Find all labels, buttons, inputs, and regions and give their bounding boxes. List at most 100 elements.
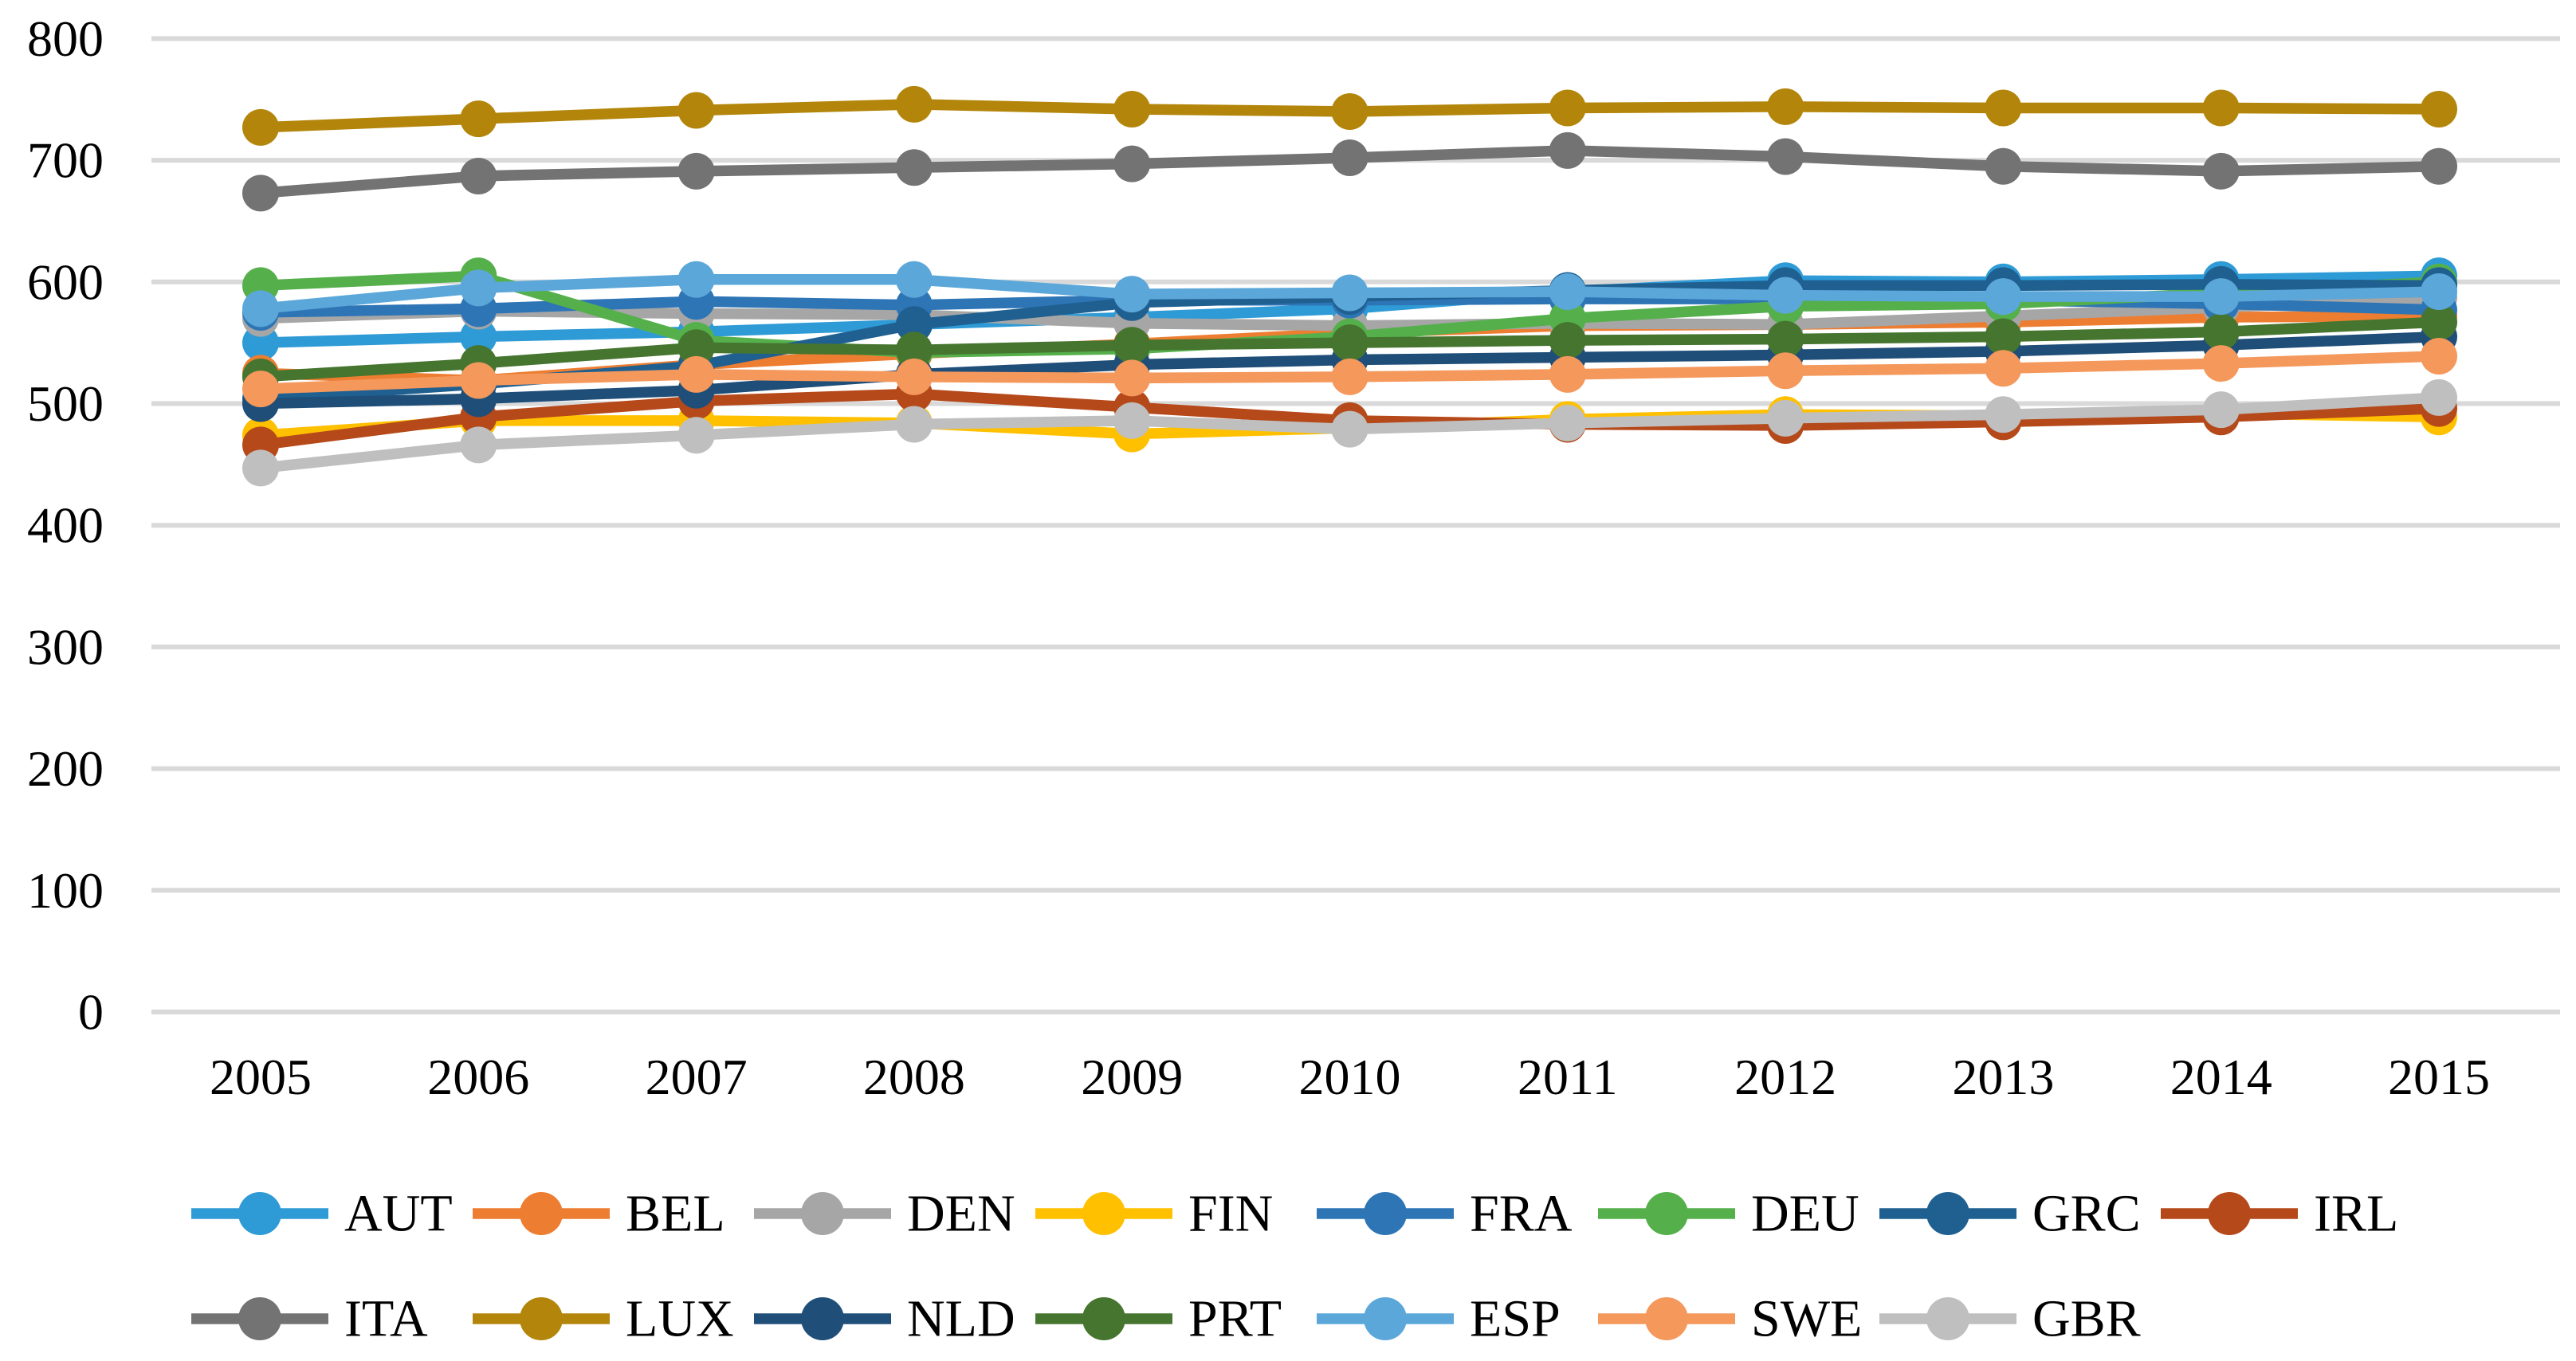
series-marker-GBR-2011 [1549, 404, 1586, 441]
series-marker-ESP-2005 [242, 290, 279, 328]
y-tick-label-0: 0 [78, 984, 104, 1041]
series-marker-ESP-2006 [460, 269, 497, 307]
legend-swatch-marker-DEU [1645, 1192, 1688, 1235]
legend-swatch-marker-LUX [520, 1297, 563, 1340]
series-marker-GBR-2005 [242, 449, 279, 487]
series-marker-ITA-2012 [1767, 138, 1804, 175]
series-marker-ESP-2011 [1549, 273, 1586, 311]
series-marker-ESP-2013 [1985, 278, 2022, 316]
series-marker-ESP-2012 [1767, 277, 1804, 314]
series-marker-SWE-2008 [895, 358, 933, 395]
y-tick-label-400: 400 [27, 497, 104, 554]
series-marker-GBR-2013 [1985, 396, 2022, 433]
series-marker-PRT-2009 [1113, 327, 1151, 364]
legend-swatch-marker-ESP [1364, 1297, 1407, 1340]
legend-label-GBR: GBR [2032, 1290, 2141, 1348]
series-marker-PRT-2015 [2421, 304, 2457, 341]
series-marker-LUX-2015 [2421, 90, 2457, 127]
legend-swatch-marker-GBR [1926, 1297, 1969, 1340]
series-marker-SWE-2007 [677, 355, 715, 393]
legend-swatch-marker-ITA [238, 1297, 281, 1340]
legend-label-ITA: ITA [344, 1290, 428, 1348]
legend-swatch-marker-FIN [1082, 1192, 1125, 1235]
series-marker-LUX-2005 [242, 108, 279, 146]
legend-label-DEU: DEU [1751, 1185, 1859, 1243]
series-marker-ITA-2013 [1985, 147, 2022, 185]
series-marker-LUX-2014 [2202, 89, 2240, 127]
series-marker-GBR-2015 [2421, 378, 2457, 416]
legend-label-SWE: SWE [1751, 1290, 1862, 1348]
legend-label-BEL: BEL [626, 1185, 725, 1243]
series-marker-ITA-2005 [242, 175, 279, 212]
legend-label-ESP: ESP [1470, 1290, 1561, 1348]
series-marker-SWE-2013 [1985, 350, 2022, 387]
series-marker-ESP-2007 [677, 261, 715, 298]
series-marker-SWE-2015 [2421, 337, 2457, 375]
y-tick-label-300: 300 [27, 618, 104, 675]
series-marker-GBR-2014 [2202, 391, 2240, 429]
series-marker-GBR-2006 [460, 426, 497, 464]
legend-label-GRC: GRC [2032, 1185, 2141, 1243]
legend-label-LUX: LUX [626, 1290, 734, 1348]
series-marker-LUX-2006 [460, 100, 497, 138]
series-marker-LUX-2009 [1113, 90, 1151, 127]
legend-label-DEN: DEN [907, 1185, 1015, 1243]
series-marker-LUX-2008 [895, 85, 933, 123]
series-marker-LUX-2010 [1331, 93, 1368, 131]
y-tick-label-800: 800 [27, 10, 104, 67]
series-marker-ESP-2015 [2421, 273, 2457, 311]
series-marker-ESP-2010 [1331, 274, 1368, 312]
y-tick-label-600: 600 [27, 253, 104, 310]
x-tick-label-2009: 2009 [1081, 1049, 1183, 1105]
series-marker-SWE-2010 [1331, 358, 1368, 395]
series-marker-SWE-2006 [460, 362, 497, 399]
legend-label-NLD: NLD [907, 1290, 1015, 1348]
series-marker-ITA-2011 [1549, 131, 1586, 169]
series-marker-ITA-2010 [1331, 139, 1368, 177]
series-marker-ITA-2007 [677, 152, 715, 190]
series-marker-PRT-2008 [895, 331, 933, 369]
x-tick-label-2011: 2011 [1518, 1049, 1618, 1105]
legend-label-FIN: FIN [1188, 1185, 1273, 1243]
series-marker-SWE-2009 [1113, 359, 1151, 397]
series-marker-ITA-2014 [2202, 152, 2240, 190]
series-marker-PRT-2013 [1985, 318, 2022, 355]
series-marker-PRT-2014 [2202, 313, 2240, 351]
series-marker-ESP-2008 [895, 261, 933, 298]
series-marker-SWE-2014 [2202, 345, 2240, 382]
series-marker-SWE-2012 [1767, 352, 1804, 390]
series-marker-GBR-2008 [895, 406, 933, 443]
legend-swatch-marker-BEL [520, 1192, 563, 1235]
series-marker-GBR-2010 [1331, 410, 1368, 448]
series-marker-ITA-2006 [460, 157, 497, 194]
y-tick-label-500: 500 [27, 375, 104, 432]
x-tick-label-2008: 2008 [863, 1049, 965, 1105]
series-marker-GBR-2007 [677, 417, 715, 454]
series-marker-PRT-2007 [677, 329, 715, 367]
legend-swatch-marker-IRL [2208, 1192, 2251, 1235]
x-tick-label-2012: 2012 [1734, 1049, 1836, 1105]
legend-swatch-marker-PRT [1082, 1297, 1125, 1340]
series-marker-ITA-2009 [1113, 145, 1151, 182]
legend-swatch-marker-AUT [238, 1192, 281, 1235]
x-tick-label-2013: 2013 [1952, 1049, 2054, 1105]
x-tick-label-2006: 2006 [427, 1049, 529, 1105]
series-marker-GBR-2009 [1113, 402, 1151, 439]
y-tick-label-100: 100 [27, 862, 104, 919]
series-marker-GBR-2012 [1767, 399, 1804, 437]
legend-label-PRT: PRT [1188, 1290, 1282, 1348]
y-tick-label-200: 200 [27, 740, 104, 797]
series-marker-SWE-2005 [242, 371, 279, 408]
series-marker-ITA-2015 [2421, 147, 2457, 185]
legend-swatch-marker-GRC [1926, 1192, 1969, 1235]
legend-label-AUT: AUT [344, 1185, 453, 1243]
series-marker-ESP-2009 [1113, 276, 1151, 313]
series-marker-LUX-2011 [1549, 89, 1586, 127]
series-marker-PRT-2012 [1767, 320, 1804, 358]
legend-label-FRA: FRA [1470, 1185, 1573, 1243]
x-tick-label-2014: 2014 [2170, 1049, 2272, 1105]
series-marker-GRC-2008 [895, 306, 933, 343]
series-marker-ITA-2008 [895, 149, 933, 186]
legend-swatch-marker-NLD [801, 1297, 844, 1340]
